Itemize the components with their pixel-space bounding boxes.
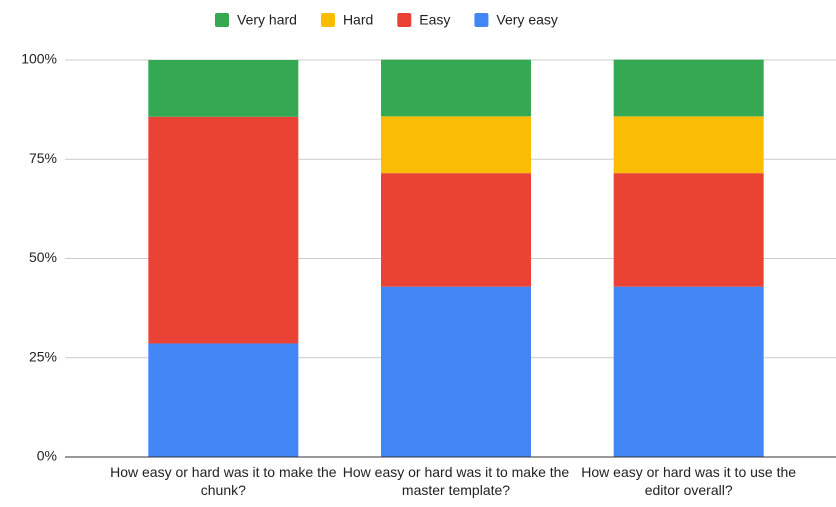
x-tick-label: How easy or hard was it to make the chun… [110,464,337,498]
y-tick-label: 75% [29,150,57,166]
legend-swatch [397,13,412,27]
bar-segment [613,116,764,174]
bar-segment [381,59,531,117]
y-tick-label: 100% [21,51,57,67]
bar-segment [148,116,299,344]
legend-label: Easy [419,12,450,28]
legend-swatch [320,13,335,27]
bar-segment [613,286,764,457]
legend-swatch [474,13,489,27]
legend-label: Very easy [496,12,557,28]
bar-segment [381,116,531,174]
bar-segment [381,286,531,457]
x-tick-label: How easy or hard was it to use the edito… [581,464,797,498]
y-tick-label: 50% [29,249,57,265]
bar-segment [613,59,764,117]
legend-label: Hard [343,12,373,28]
x-tick-label: How easy or hard was it to make the mast… [342,464,570,498]
bar-segment [613,173,764,287]
bar-segment [148,343,299,457]
bar-segment [381,173,531,287]
y-tick-label: 0% [37,448,57,464]
legend-label: Very hard [237,12,297,28]
legend-swatch [215,13,229,27]
bar-segment [148,60,299,117]
y-tick-label: 25% [29,348,57,364]
